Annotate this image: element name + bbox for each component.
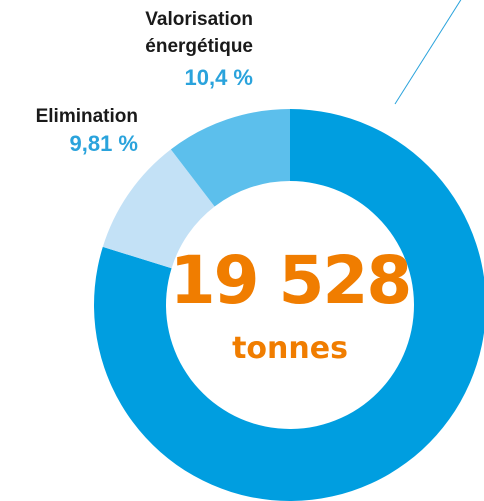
leader-line — [394, 0, 462, 105]
center-unit: tonnes — [232, 331, 348, 366]
label-group: Valorisation énergétique 10,4 % — [93, 6, 253, 91]
category-label: Valorisation énergétique — [145, 9, 253, 57]
donut — [94, 109, 484, 501]
category-label: Elimination — [35, 106, 138, 127]
donut-segment — [94, 109, 484, 501]
label-group: Elimination 9,81 % — [0, 103, 138, 157]
donut-segment — [170, 109, 290, 207]
center-value: 19 528 — [170, 242, 411, 319]
donut-segment — [102, 149, 215, 269]
value-label: 9,81 % — [69, 131, 139, 156]
value-label: 10,4 % — [184, 65, 254, 90]
